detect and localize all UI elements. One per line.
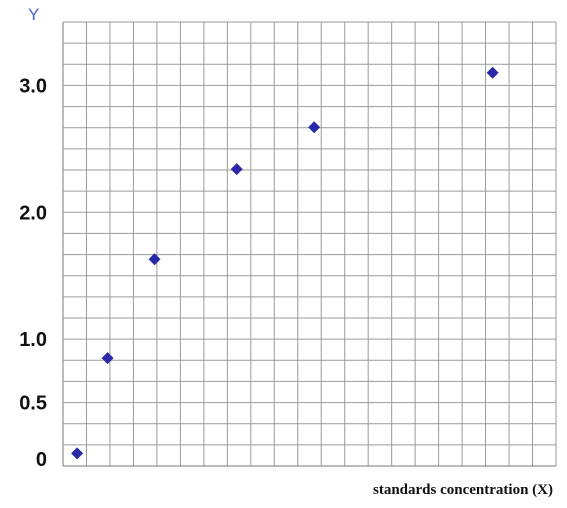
y-tick-label: 2.0 (19, 202, 47, 224)
y-tick-labels: 0 0.5 1.0 2.0 3.0 (19, 75, 47, 471)
y-tick-label: 3.0 (19, 75, 47, 97)
data-point (486, 66, 499, 79)
x-axis-label: standards concentration (X) (373, 482, 553, 498)
y-tick-label: 0 (36, 449, 47, 471)
data-points (71, 66, 499, 460)
y-tick-label: 1.0 (19, 329, 47, 351)
grid (62, 21, 557, 467)
data-point (308, 121, 321, 134)
data-point (71, 447, 84, 460)
y-axis-label: Y (28, 5, 39, 24)
y-tick-label: 0.5 (19, 393, 47, 415)
data-point (230, 163, 243, 176)
data-point (101, 352, 114, 365)
data-point (148, 253, 161, 266)
